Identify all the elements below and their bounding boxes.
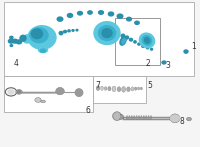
Text: 2: 2 — [145, 59, 150, 69]
Ellipse shape — [94, 22, 120, 45]
Ellipse shape — [40, 100, 46, 103]
Ellipse shape — [126, 36, 128, 39]
Ellipse shape — [101, 86, 103, 90]
Ellipse shape — [134, 41, 136, 43]
Circle shape — [135, 21, 139, 24]
Ellipse shape — [136, 115, 137, 120]
Ellipse shape — [139, 33, 155, 48]
Text: 7: 7 — [95, 81, 100, 91]
Ellipse shape — [72, 30, 74, 31]
Ellipse shape — [118, 114, 124, 119]
Ellipse shape — [144, 38, 150, 43]
Circle shape — [188, 118, 190, 120]
Ellipse shape — [141, 115, 142, 120]
Circle shape — [185, 51, 187, 53]
Ellipse shape — [122, 39, 125, 44]
Circle shape — [99, 11, 103, 14]
Ellipse shape — [64, 30, 66, 33]
Ellipse shape — [68, 30, 70, 32]
Ellipse shape — [104, 87, 107, 90]
Ellipse shape — [76, 29, 78, 31]
Ellipse shape — [114, 113, 120, 119]
Ellipse shape — [40, 49, 46, 52]
Ellipse shape — [20, 35, 26, 41]
Circle shape — [12, 39, 18, 43]
Ellipse shape — [32, 29, 42, 39]
Text: 4: 4 — [14, 59, 19, 69]
Ellipse shape — [134, 115, 135, 120]
Circle shape — [8, 90, 14, 94]
Ellipse shape — [30, 28, 48, 43]
Ellipse shape — [121, 34, 125, 38]
Ellipse shape — [150, 115, 152, 120]
Ellipse shape — [142, 36, 152, 45]
Ellipse shape — [112, 112, 122, 121]
Circle shape — [8, 39, 14, 43]
Circle shape — [127, 17, 131, 21]
Ellipse shape — [117, 87, 121, 92]
Ellipse shape — [23, 35, 31, 43]
Circle shape — [16, 90, 22, 94]
Ellipse shape — [130, 38, 132, 41]
Ellipse shape — [140, 87, 142, 90]
Circle shape — [108, 12, 114, 16]
Ellipse shape — [122, 87, 126, 92]
Bar — [4, 76, 93, 112]
Ellipse shape — [146, 47, 149, 49]
Ellipse shape — [143, 115, 144, 120]
Ellipse shape — [56, 87, 64, 95]
Circle shape — [162, 61, 166, 64]
Ellipse shape — [127, 87, 130, 92]
Ellipse shape — [96, 86, 100, 91]
Ellipse shape — [137, 87, 140, 90]
Ellipse shape — [170, 114, 180, 123]
Ellipse shape — [28, 26, 56, 49]
Circle shape — [187, 117, 191, 121]
Ellipse shape — [148, 115, 149, 120]
Ellipse shape — [138, 115, 140, 120]
Ellipse shape — [112, 86, 116, 92]
Circle shape — [67, 14, 73, 17]
Bar — [4, 2, 194, 76]
Ellipse shape — [131, 87, 134, 91]
Circle shape — [78, 11, 82, 15]
Ellipse shape — [108, 86, 111, 91]
Circle shape — [117, 14, 123, 18]
Circle shape — [88, 11, 92, 14]
Circle shape — [17, 91, 21, 93]
Circle shape — [10, 36, 13, 39]
Circle shape — [75, 90, 83, 95]
Circle shape — [35, 98, 41, 102]
Ellipse shape — [126, 115, 128, 120]
Ellipse shape — [134, 87, 137, 90]
Circle shape — [184, 50, 188, 53]
Ellipse shape — [146, 115, 147, 120]
Ellipse shape — [138, 43, 140, 45]
Circle shape — [10, 45, 13, 46]
Circle shape — [171, 115, 179, 122]
Ellipse shape — [38, 47, 48, 53]
Ellipse shape — [142, 45, 144, 47]
Ellipse shape — [120, 37, 126, 45]
Ellipse shape — [151, 48, 153, 50]
Ellipse shape — [75, 89, 83, 97]
Text: 3: 3 — [165, 61, 170, 70]
Ellipse shape — [102, 29, 112, 37]
Ellipse shape — [59, 31, 63, 35]
Bar — [93, 76, 146, 103]
Text: 1: 1 — [191, 42, 196, 51]
Circle shape — [57, 17, 63, 21]
Text: 8: 8 — [179, 117, 184, 126]
Text: 5: 5 — [147, 81, 152, 91]
Ellipse shape — [98, 26, 116, 40]
Ellipse shape — [129, 115, 130, 120]
Text: 6: 6 — [86, 106, 91, 116]
Circle shape — [56, 88, 64, 94]
Bar — [115, 18, 160, 65]
Circle shape — [16, 40, 22, 44]
Ellipse shape — [131, 115, 132, 120]
